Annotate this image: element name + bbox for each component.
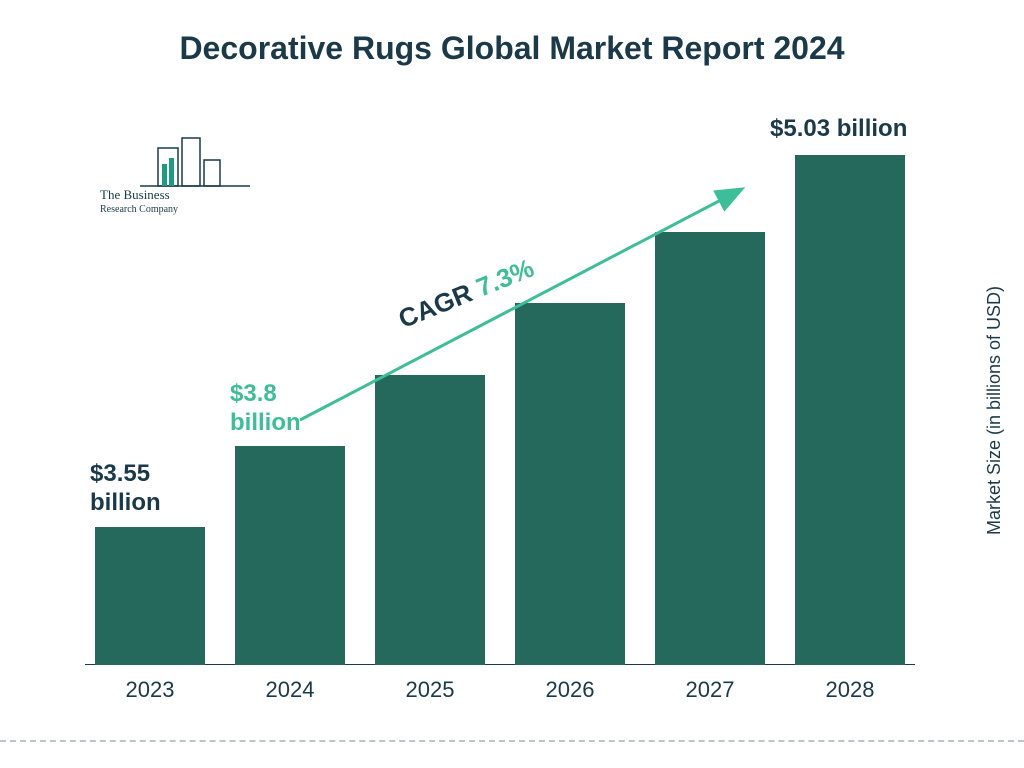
x-label: 2024 — [235, 677, 345, 703]
x-label: 2025 — [375, 677, 485, 703]
bar-2026 — [515, 303, 625, 665]
callout-line: billion — [90, 489, 161, 516]
footer-divider — [0, 740, 1024, 742]
x-label: 2028 — [795, 677, 905, 703]
bar-2025 — [375, 375, 485, 665]
x-label: 2027 — [655, 677, 765, 703]
callout-line: $3.8 — [230, 380, 277, 407]
chart-canvas: { "title": { "text": "Decorative Rugs Gl… — [0, 0, 1024, 768]
bar-2024 — [235, 446, 345, 665]
callout-line: $3.55 — [90, 460, 150, 487]
y-axis-label: Market Size (in billions of USD) — [984, 286, 1005, 535]
bar-chart-plot-area — [85, 135, 915, 665]
callout-line: billion — [230, 409, 301, 436]
value-callout-2028: $5.03 billion — [770, 115, 907, 144]
value-callout-2024: $3.8 billion — [230, 380, 301, 438]
bar-2027 — [655, 232, 765, 665]
x-label: 2026 — [515, 677, 625, 703]
bar-2023 — [95, 527, 205, 665]
x-label: 2023 — [95, 677, 205, 703]
x-axis-line — [85, 664, 915, 665]
value-callout-2023: $3.55 billion — [90, 460, 161, 518]
bar-2028 — [795, 155, 905, 665]
chart-title: Decorative Rugs Global Market Report 202… — [0, 30, 1024, 67]
